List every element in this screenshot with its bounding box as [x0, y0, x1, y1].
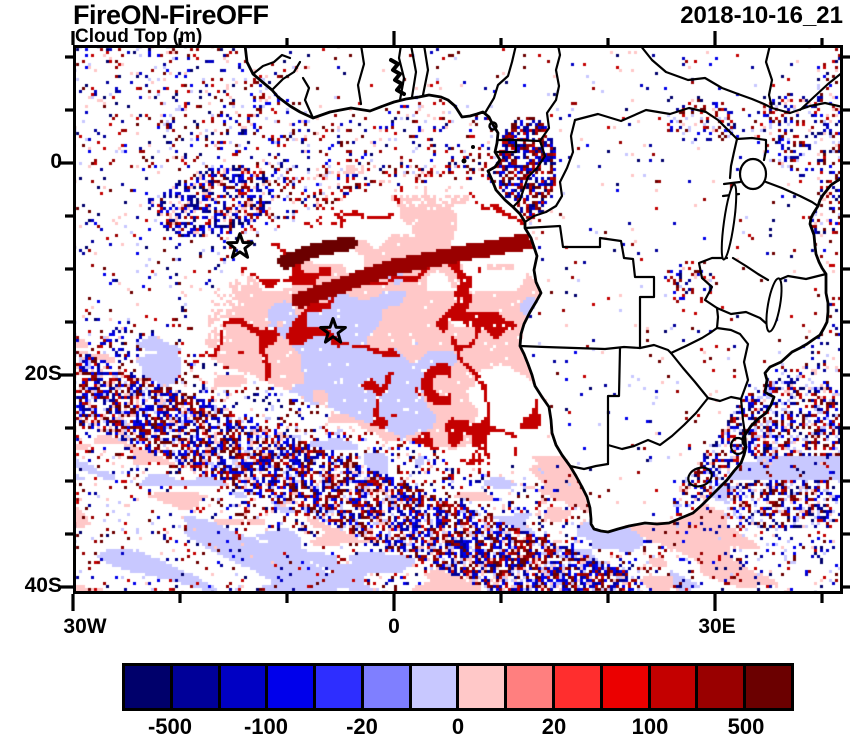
- colorbar-tick-label: -100: [243, 714, 289, 739]
- y-tick-label-20s: 20S: [24, 362, 62, 385]
- colorbar-cell-13: [743, 666, 791, 708]
- colorbar-cell-4: [313, 666, 361, 708]
- x-tick-label-30e: 30E: [698, 615, 736, 638]
- x-tick-label-30w: 30W: [63, 615, 107, 638]
- plot-subtitle: Cloud Top (m): [75, 26, 203, 47]
- colorbar-cell-2: [217, 666, 266, 708]
- x-tick-label-0: 0: [388, 615, 400, 638]
- y-tick-label-40s: 40S: [24, 574, 62, 597]
- colorbar-cell-11: [647, 666, 696, 708]
- colorbar-cell-1: [169, 666, 218, 708]
- colorbar: [122, 663, 794, 711]
- colorbar-cell-8: [504, 666, 553, 708]
- colorbar-tick-label: 0: [451, 714, 465, 739]
- colorbar-tick-label: -20: [346, 714, 378, 739]
- colorbar-cell-10: [599, 666, 648, 708]
- timestamp-label: 2018-10-16_21: [680, 2, 843, 29]
- colorbar-cell-3: [265, 666, 314, 708]
- colorbar-cell-5: [360, 666, 409, 708]
- colorbar-tick-label: 100: [631, 714, 669, 739]
- colorbar-cell-7: [456, 666, 505, 708]
- colorbar-cell-12: [695, 666, 744, 708]
- y-tick-label-0: 0: [50, 150, 62, 173]
- colorbar-tick-label: 20: [541, 714, 567, 739]
- page-title: FireON-FireOFF: [73, 0, 269, 30]
- colorbar-cell-9: [552, 666, 600, 708]
- colorbar-tick-label: -500: [147, 714, 193, 739]
- difference-raster: [73, 45, 843, 594]
- colorbar-cell-6: [408, 666, 457, 708]
- colorbar-tick-label: 500: [727, 714, 765, 739]
- colorbar-cell-0: [125, 666, 170, 708]
